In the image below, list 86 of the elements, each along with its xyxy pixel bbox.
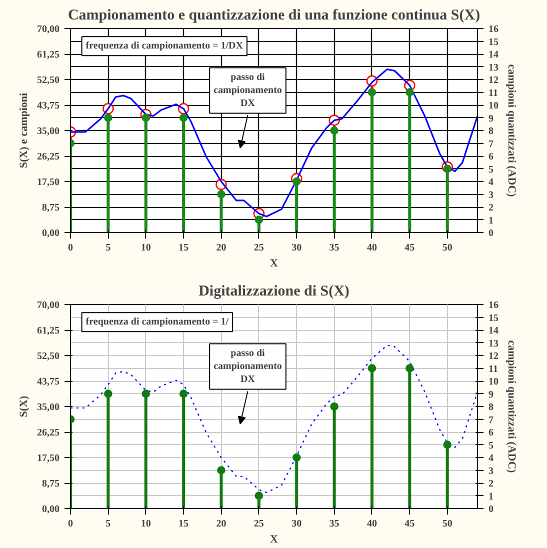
y2-tick-label: 14 xyxy=(488,326,498,336)
x-tick-label: 20 xyxy=(216,242,226,254)
y2-tick-label: 1 xyxy=(488,215,494,226)
x-tick-label: 50 xyxy=(442,518,452,530)
x-tick-label: 25 xyxy=(254,518,264,530)
y-tick-label: 70,00 xyxy=(37,24,60,35)
x-axis-title: X xyxy=(270,534,278,546)
y2-tick-label: 7 xyxy=(488,414,494,426)
y2-tick-label: 1 xyxy=(488,491,494,502)
y2-tick-label: 13 xyxy=(488,338,498,350)
x-tick-label: 10 xyxy=(140,242,151,254)
y2-tick-label: 12 xyxy=(488,351,498,362)
y2-tick-label: 8 xyxy=(488,402,494,413)
x-tick-label: 50 xyxy=(442,242,452,254)
x-tick-label: 15 xyxy=(178,242,189,254)
y2-tick-label: 9 xyxy=(488,113,494,124)
y-tick-label: 0,00 xyxy=(42,228,60,239)
x-tick-label: 0 xyxy=(68,518,73,530)
y2-axis-title: campioni quantizzati (ADC) xyxy=(506,340,518,474)
x-tick-label: 10 xyxy=(140,518,151,530)
y2-tick-label: 5 xyxy=(488,164,494,176)
y2-tick-label: 8 xyxy=(488,126,494,137)
x-tick-label: 5 xyxy=(106,242,111,254)
y2-tick-label: 2 xyxy=(488,202,494,214)
y2-tick-label: 11 xyxy=(488,364,498,375)
y-tick-label: 52,50 xyxy=(37,75,60,86)
y-tick-label: 0,00 xyxy=(42,504,60,515)
y2-tick-label: 6 xyxy=(488,428,494,438)
y2-tick-label: 5 xyxy=(488,440,494,452)
y-tick-label: 52,50 xyxy=(37,351,60,362)
y2-tick-label: 16 xyxy=(488,300,498,311)
x-tick-label: 25 xyxy=(254,242,264,254)
x-tick-label: 5 xyxy=(106,518,111,530)
y2-tick-label: 15 xyxy=(488,312,498,324)
annotation: frequenza di campionamento = 1/DX xyxy=(86,40,244,52)
y-tick-label: 26,25 xyxy=(37,428,60,438)
y2-tick-label: 13 xyxy=(488,62,498,74)
x-tick-label: 30 xyxy=(292,242,302,254)
y-tick-label: 61,25 xyxy=(37,326,60,336)
y2-tick-label: 3 xyxy=(488,190,494,201)
y2-tick-label: 4 xyxy=(488,177,494,188)
chart-title: Digitalizzazione di S(X) xyxy=(198,284,350,300)
y2-tick-label: 11 xyxy=(488,88,498,99)
y-tick-label: 17,50 xyxy=(37,453,60,464)
x-tick-label: 20 xyxy=(216,518,226,530)
y-tick-label: 43,75 xyxy=(37,100,60,112)
y-tick-label: 43,75 xyxy=(37,376,60,388)
y2-tick-label: 14 xyxy=(488,50,498,60)
y2-tick-label: 2 xyxy=(488,478,494,490)
y2-tick-label: 4 xyxy=(488,453,494,464)
annotation: frequenza di campionamento = 1/ xyxy=(86,316,229,328)
y2-tick-label: 6 xyxy=(488,152,494,162)
y-tick-label: 35,00 xyxy=(37,402,60,413)
y2-tick-label: 16 xyxy=(488,24,498,35)
y-tick-label: 8,75 xyxy=(42,478,60,490)
y2-tick-label: 10 xyxy=(488,100,498,112)
y-tick-label: 61,25 xyxy=(37,50,60,60)
y-tick-label: 26,25 xyxy=(37,152,60,162)
x-tick-label: 45 xyxy=(404,242,415,254)
y2-tick-label: 3 xyxy=(488,466,494,477)
y2-tick-label: 0 xyxy=(488,504,494,515)
x-tick-label: 40 xyxy=(366,242,377,254)
annotation: passo di campionamento DX xyxy=(214,348,282,386)
y-axis-title: S(X) e campioni xyxy=(18,92,30,168)
y2-tick-label: 12 xyxy=(488,75,498,86)
x-tick-label: 30 xyxy=(292,518,302,530)
y2-tick-label: 0 xyxy=(488,228,494,239)
y2-axis-title: campioni quantizzati (ADC) xyxy=(506,64,518,198)
x-tick-label: 15 xyxy=(178,518,189,530)
x-tick-label: 40 xyxy=(366,518,377,530)
y-tick-label: 70,00 xyxy=(37,300,60,311)
x-tick-label: 0 xyxy=(68,242,73,254)
annotation: passo di campionamento DX xyxy=(214,72,282,110)
y-tick-label: 8,75 xyxy=(42,202,60,214)
y-axis-title: S(X) xyxy=(18,395,30,418)
y2-tick-label: 10 xyxy=(488,376,498,388)
y2-tick-label: 7 xyxy=(488,138,494,150)
x-tick-label: 35 xyxy=(329,518,340,530)
chart-title: Campionamento e quantizzazione di una funzione continua S(X) xyxy=(68,8,480,24)
x-tick-label: 45 xyxy=(404,518,415,530)
y2-tick-label: 15 xyxy=(488,36,498,48)
y2-tick-label: 9 xyxy=(488,389,494,400)
x-tick-label: 35 xyxy=(329,242,340,254)
x-axis-title: X xyxy=(270,258,278,270)
y-tick-label: 17,50 xyxy=(37,177,60,188)
y-tick-label: 35,00 xyxy=(37,126,60,137)
